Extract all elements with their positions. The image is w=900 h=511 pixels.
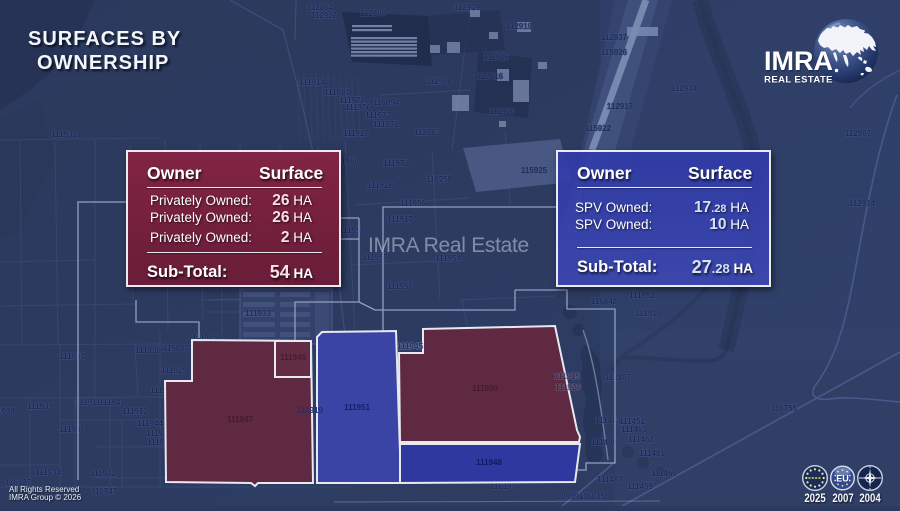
svg-text:112910: 112910 [635,309,662,318]
svg-text:111920: 111920 [555,383,581,392]
svg-text:111911: 111911 [75,398,101,407]
svg-text:116193: 116193 [490,482,517,491]
svg-text:116755: 116755 [771,404,798,413]
svg-text:112916: 112916 [483,53,510,62]
svg-text:116127: 116127 [5,478,32,487]
svg-text:112816: 112816 [477,72,504,81]
svg-text:111933: 111933 [245,309,271,318]
svg-text:111459: 111459 [627,482,653,491]
svg-text:111957: 111957 [362,253,388,262]
svg-text:111914: 111914 [299,78,325,87]
svg-text:111978: 111978 [339,96,365,105]
svg-text:110758: 110758 [426,175,453,184]
svg-text:111948: 111948 [476,458,502,467]
svg-text:115925: 115925 [521,166,548,175]
svg-text:115926: 115926 [601,48,628,57]
svg-text:111925: 111925 [192,333,218,342]
svg-text:111958: 111958 [339,226,365,235]
svg-text:111919: 111919 [297,406,323,415]
svg-text:111923: 111923 [150,386,176,395]
svg-text:111972: 111972 [373,120,399,129]
svg-text:112763: 112763 [414,128,441,137]
svg-text:111939: 111939 [27,402,53,411]
svg-text:111955: 111955 [400,199,426,208]
svg-text:111481: 111481 [639,449,665,458]
svg-text:111956: 111956 [387,282,413,291]
svg-text:112807: 112807 [605,373,632,382]
svg-text:111462: 111462 [628,435,654,444]
svg-text:111483: 111483 [595,416,621,425]
svg-text:REAL ESTATE: REAL ESTATE [765,76,834,87]
svg-text:110747: 110747 [91,487,118,496]
svg-text:111452: 111452 [619,417,645,426]
svg-text:REAL ESTATE: REAL ESTATE [764,75,833,86]
svg-text:111930: 111930 [135,346,161,355]
svg-text:111950: 111950 [472,384,498,393]
svg-text:111460: 111460 [651,469,677,478]
svg-text:111463: 111463 [621,425,647,434]
svg-text:112919: 112919 [506,22,533,31]
svg-text:111929: 111929 [161,366,187,375]
svg-text:111943: 111943 [147,438,173,447]
svg-text:111927: 111927 [343,129,369,138]
svg-text:111912: 111912 [122,407,148,416]
svg-text:115922: 115922 [585,124,612,133]
svg-text:111931: 111931 [59,352,85,361]
svg-text:EU: EU [836,474,849,484]
svg-text:116094: 116094 [373,98,400,107]
svg-text:112927: 112927 [311,11,338,20]
svg-text:111951: 111951 [344,403,370,412]
svg-text:111944: 111944 [137,419,163,428]
svg-text:112914: 112914 [671,84,698,93]
svg-text:111973: 111973 [365,111,391,120]
svg-text:112920: 112920 [489,107,516,116]
svg-text:111954: 111954 [435,254,461,263]
svg-text:111971: 111971 [383,159,409,168]
svg-text:111081: 111081 [324,88,350,97]
svg-text:111487: 111487 [597,475,623,484]
svg-text:111940: 111940 [59,425,85,434]
svg-text:111921: 111921 [146,429,172,438]
svg-text:111946: 111946 [280,353,306,362]
svg-text:112908: 112908 [426,77,453,86]
svg-text:112864: 112864 [307,3,334,12]
svg-text:111915: 111915 [554,372,580,381]
svg-text:111945: 111945 [397,342,423,351]
svg-text:111941: 111941 [99,398,125,407]
svg-text:112837: 112837 [601,33,628,42]
svg-text:112939: 112939 [454,3,481,12]
svg-text:IMRA: IMRA [764,46,833,76]
svg-text:111488: 111488 [591,438,617,447]
svg-text:111947: 111947 [227,415,253,424]
svg-text:111938: 111938 [0,407,15,416]
svg-text:111934: 111934 [35,468,61,477]
svg-text:112914: 112914 [849,199,876,208]
svg-text:109096: 109096 [557,492,584,501]
svg-text:116848: 116848 [591,297,618,306]
svg-text:111976: 111976 [345,103,371,112]
svg-text:111968: 111968 [333,157,359,166]
svg-text:116015: 116015 [579,492,606,501]
svg-text:111952: 111952 [629,291,655,300]
svg-text:115807: 115807 [163,344,190,353]
svg-text:111926: 111926 [367,181,393,190]
svg-text:111932: 111932 [51,130,77,139]
svg-text:111917: 111917 [387,215,413,224]
svg-text:111942: 111942 [90,469,116,478]
svg-text:IMRA: IMRA [765,48,834,78]
svg-text:112809: 112809 [360,9,387,18]
svg-text:112907: 112907 [845,129,872,138]
svg-text:112917: 112917 [607,102,634,111]
